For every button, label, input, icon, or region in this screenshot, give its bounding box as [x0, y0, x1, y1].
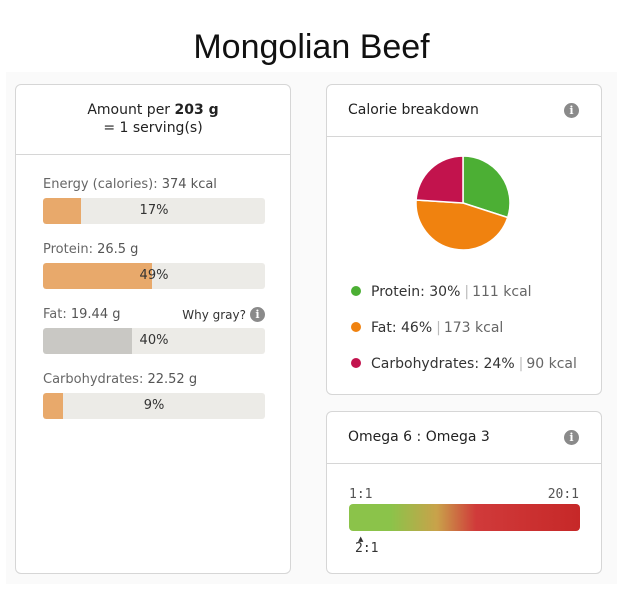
nutrient-energy: Energy (calories): 374 kcal 17%: [43, 176, 265, 224]
nutrient-bar: 49%: [43, 263, 265, 289]
pie-slice-protein: [462, 155, 511, 219]
serving-size: = 1 serving(s): [103, 120, 203, 136]
nutrient-bar-fill: [43, 263, 152, 289]
legend-dot: [351, 322, 361, 332]
nutrient-percent: 40%: [139, 333, 169, 348]
calorie-breakdown-title: Calorie breakdown: [348, 102, 479, 118]
nutrient-bar: 40%: [43, 328, 265, 354]
pie-slice-fat: [415, 199, 509, 251]
nutrient-protein: Protein: 26.5 g 49%: [43, 241, 265, 289]
info-icon[interactable]: i: [564, 103, 579, 118]
legend-dot: [351, 286, 361, 296]
omega-header: Omega 6 : Omega 3 i: [327, 412, 601, 464]
legend-separator: |: [464, 284, 470, 300]
nutrient-bar-fill: [43, 393, 63, 419]
nutrient-name: Fat:: [43, 307, 67, 322]
why-gray-link[interactable]: Why gray? i: [182, 307, 265, 322]
info-icon[interactable]: i: [564, 430, 579, 445]
why-gray-label[interactable]: Why gray?: [182, 307, 246, 322]
omega-ratio-card: Omega 6 : Omega 3 i 1:1 20:1 ▲ 2:1: [326, 411, 602, 574]
nutrient-value: 19.44 g: [70, 307, 121, 322]
nutrient-bar: 17%: [43, 198, 265, 224]
nutrient-fat: Fat: 19.44 g Why gray? i 40%: [43, 306, 265, 354]
legend-kcal: 173 kcal: [443, 320, 504, 336]
nutrient-value: 26.5 g: [97, 242, 139, 257]
legend-separator: |: [518, 356, 524, 372]
nutrient-value: 374 kcal: [161, 177, 217, 192]
nutrient-name: Protein:: [43, 242, 93, 257]
amount-line: Amount per 203 g: [16, 101, 290, 119]
nutrient-bar-fill: [43, 198, 81, 224]
legend-name: Fat:: [371, 320, 397, 336]
legend-percent: 24%: [483, 356, 515, 372]
nutrition-card: Amount per 203 g = 1 serving(s) Energy (…: [15, 84, 291, 574]
calorie-breakdown-card: Calorie breakdown i Protein: 30% | 111 kca…: [326, 84, 602, 395]
legend-separator: |: [436, 320, 441, 336]
ratio-gradient-bar: [349, 504, 580, 531]
legend-name: Protein:: [371, 284, 425, 300]
legend-kcal: 111 kcal: [472, 284, 532, 300]
pie-slice-carbohydrates: [415, 155, 464, 204]
ratio-value: 2:1: [355, 541, 379, 556]
nutrient-name: Energy (calories):: [43, 177, 158, 192]
legend-name: Carbohydrates:: [371, 356, 480, 372]
nutrient-bar-fill: [43, 328, 132, 354]
legend-percent: 30%: [429, 284, 461, 300]
amount-weight: 203 g: [174, 102, 219, 118]
ratio-max-label: 20:1: [547, 487, 579, 502]
nutrient-percent: 17%: [139, 203, 169, 218]
page-title: Mongolian Beef: [193, 28, 430, 66]
nutrient-bar: 9%: [43, 393, 265, 419]
amount-header: Amount per 203 g = 1 serving(s): [16, 85, 290, 155]
info-icon[interactable]: i: [250, 307, 265, 322]
nutrient-carbohydrates: Carbohydrates: 22.52 g 9%: [43, 371, 265, 419]
legend-kcal: 90 kcal: [526, 356, 577, 372]
nutrient-name: Carbohydrates:: [43, 372, 144, 387]
nutrient-percent: 49%: [139, 268, 169, 283]
ratio-min-label: 1:1: [349, 487, 373, 502]
nutrient-percent: 9%: [143, 398, 165, 413]
legend-percent: 46%: [401, 320, 433, 336]
omega-title: Omega 6 : Omega 3: [348, 429, 490, 445]
amount-prefix: Amount per: [87, 102, 171, 118]
calorie-breakdown-header: Calorie breakdown i: [327, 85, 601, 137]
calorie-pie-chart: [415, 155, 511, 251]
legend-dot: [351, 358, 361, 368]
ratio-marker-icon: ▲: [358, 535, 364, 543]
nutrient-value: 22.52 g: [147, 372, 198, 387]
